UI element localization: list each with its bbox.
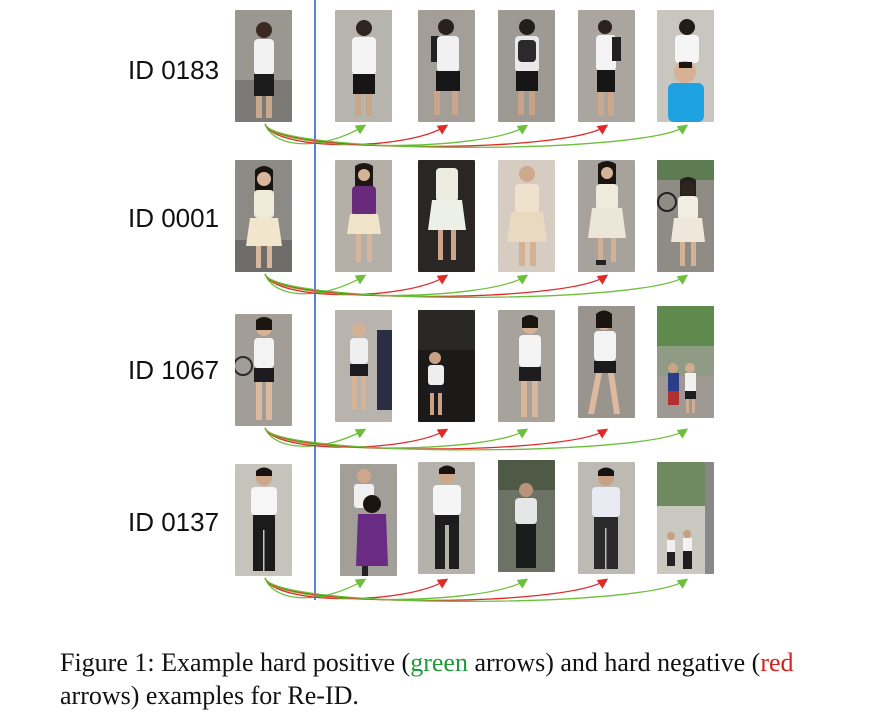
hard-positive-arrow <box>264 123 689 148</box>
gallery-image <box>578 160 635 272</box>
hard-negative-arrow <box>264 123 449 146</box>
hard-positive-arrow <box>264 577 367 599</box>
gallery-image <box>335 310 392 422</box>
query-image-id-1067 <box>235 314 292 426</box>
arrows-layer <box>264 123 689 602</box>
caption-text-suffix: arrows) examples for Re-ID. <box>60 681 359 710</box>
gallery-image <box>498 310 555 422</box>
gallery-image <box>657 306 714 418</box>
figure-caption: Figure 1: Example hard positive (green a… <box>60 646 840 712</box>
gallery-image <box>418 310 475 422</box>
gallery-image <box>657 160 714 272</box>
hard-negative-arrow <box>264 427 449 448</box>
caption-red-word: red <box>760 648 794 677</box>
caption-text-prefix: Figure 1: Example hard positive ( <box>60 648 411 677</box>
hard-positive-arrow <box>264 273 367 295</box>
hard-positive-arrow <box>264 427 689 451</box>
hard-positive-arrow <box>264 427 367 447</box>
query-image-id-0183 <box>235 10 292 122</box>
gallery-image <box>335 10 392 122</box>
hard-negative-arrow <box>264 577 449 600</box>
hard-negative-arrow <box>264 273 449 296</box>
gallery-image <box>418 462 475 574</box>
row-label-id-0137: ID 0137 <box>128 507 220 537</box>
row-label-id-0183: ID 0183 <box>128 55 220 85</box>
reid-figure: ID 0183 ID 0001 ID 1067 ID 0137 <box>128 0 714 602</box>
query-gallery-divider <box>314 0 316 600</box>
gallery-image <box>578 10 635 122</box>
gallery-image <box>498 10 555 122</box>
gallery-image <box>418 10 475 122</box>
gallery-image <box>418 160 475 272</box>
query-image-id-0137 <box>235 464 292 576</box>
gallery-image <box>657 462 714 574</box>
caption-text-middle: arrows) and hard negative ( <box>467 648 761 677</box>
hard-positive-arrow <box>264 577 689 602</box>
hard-positive-arrow <box>264 273 689 298</box>
row-label-id-0001: ID 0001 <box>128 203 220 233</box>
gallery-image <box>578 462 635 574</box>
gallery-image <box>498 460 555 572</box>
caption-green-word: green <box>410 648 468 677</box>
gallery-image <box>498 160 555 272</box>
gallery-image <box>335 160 392 272</box>
query-image-id-0001 <box>235 160 292 272</box>
gallery-image <box>657 10 714 122</box>
hard-positive-arrow <box>264 123 367 145</box>
gallery-image <box>340 464 397 576</box>
row-label-id-1067: ID 1067 <box>128 355 220 385</box>
gallery-image <box>578 306 635 418</box>
